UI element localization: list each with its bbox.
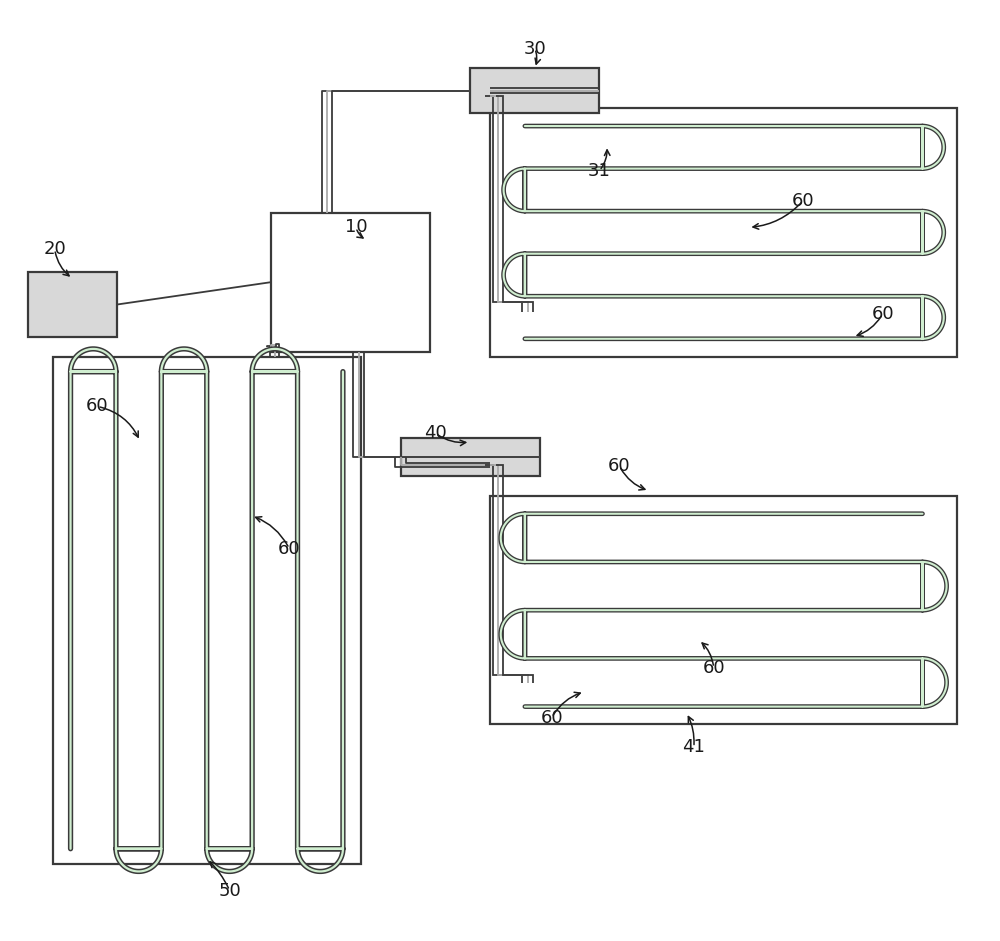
Text: 31: 31 xyxy=(588,162,611,180)
Bar xyxy=(470,69,599,113)
Bar xyxy=(490,108,957,357)
Text: 60: 60 xyxy=(871,305,894,323)
Bar xyxy=(271,213,430,352)
Text: 20: 20 xyxy=(43,240,66,259)
Bar xyxy=(53,357,361,864)
Text: 60: 60 xyxy=(792,192,815,210)
Text: 60: 60 xyxy=(608,457,631,475)
Text: 41: 41 xyxy=(682,739,705,757)
Text: 30: 30 xyxy=(523,40,546,57)
Text: 60: 60 xyxy=(540,709,563,726)
Bar xyxy=(28,272,117,337)
Text: 10: 10 xyxy=(345,218,367,236)
Bar xyxy=(401,439,540,476)
Text: 60: 60 xyxy=(278,539,301,557)
Text: 60: 60 xyxy=(86,397,109,415)
Bar xyxy=(490,496,957,725)
Text: 40: 40 xyxy=(424,424,447,442)
Text: 50: 50 xyxy=(218,882,241,900)
Text: 60: 60 xyxy=(702,659,725,677)
